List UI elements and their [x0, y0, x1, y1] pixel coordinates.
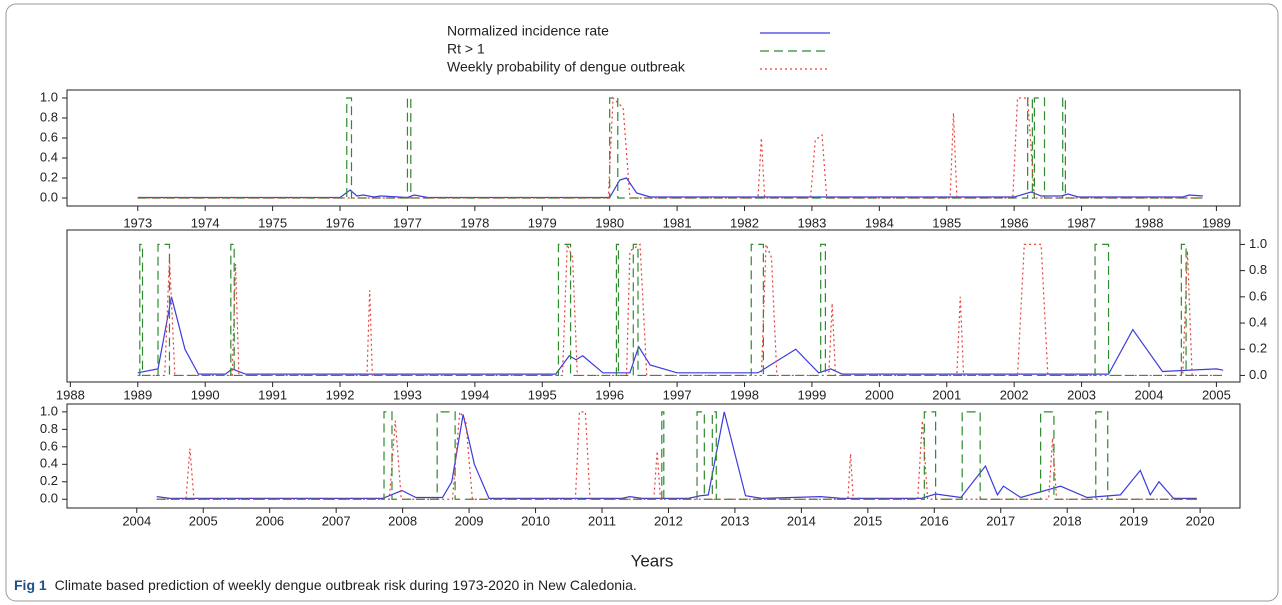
x-tick-label: 2011: [588, 513, 616, 528]
y-tick-label: 1.0: [1249, 236, 1267, 251]
y-tick-label: 0.2: [1249, 341, 1267, 356]
x-tick-label: 1989: [1202, 215, 1231, 230]
x-tick-label: 1981: [663, 215, 692, 230]
x-tick-label: 2010: [521, 513, 550, 528]
y-tick-label: 0.8: [40, 421, 58, 436]
y-tick-label: 0.8: [40, 109, 58, 124]
x-tick-label: 2005: [1202, 387, 1231, 402]
y-tick-label: 0.0: [40, 189, 58, 204]
x-tick-label: 1973: [123, 215, 152, 230]
y-tick-label: 0.4: [1249, 314, 1267, 329]
x-tick-label: 1988: [1135, 215, 1164, 230]
y-tick-label: 0.4: [40, 149, 58, 164]
y-tick-label: 1.0: [40, 89, 58, 104]
x-tick-label: 1989: [123, 387, 152, 402]
x-tick-label: 1979: [528, 215, 557, 230]
x-tick-label: 2004: [122, 513, 151, 528]
x-tick-label: 1975: [258, 215, 287, 230]
y-tick-label: 0.2: [40, 473, 58, 488]
y-tick-label: 0.2: [40, 169, 58, 184]
y-tick-label: 0.0: [40, 491, 58, 506]
x-tick-label: 2002: [1000, 387, 1029, 402]
x-tick-label: 1992: [326, 387, 355, 402]
y-tick-label: 0.6: [40, 129, 58, 144]
x-tick-label: 2007: [322, 513, 351, 528]
x-tick-label: 1999: [797, 387, 826, 402]
x-tick-label: 2005: [189, 513, 218, 528]
x-tick-label: 1985: [932, 215, 961, 230]
legend-label: Rt > 1: [447, 41, 485, 57]
x-tick-label: 1983: [797, 215, 826, 230]
plot-frame: [66, 229, 1241, 383]
x-tick-label: 2017: [986, 513, 1015, 528]
x-tick-label: 2013: [720, 513, 749, 528]
x-tick-label: 1978: [460, 215, 489, 230]
x-tick-label: 1977: [393, 215, 422, 230]
legend-label: Normalized incidence rate: [447, 23, 609, 39]
x-tick-label: 1996: [595, 387, 624, 402]
series-line: [156, 410, 1197, 500]
x-tick-label: 2009: [455, 513, 484, 528]
x-tick-label: 2000: [865, 387, 894, 402]
legend-label: Weekly probability of dengue outbreak: [447, 59, 686, 75]
x-tick-label: 1994: [460, 387, 489, 402]
plot-frame: [66, 89, 1241, 207]
x-tick-label: 2020: [1186, 513, 1215, 528]
x-tick-label: 1974: [191, 215, 220, 230]
series-line: [156, 411, 1197, 500]
x-tick-label: 1982: [730, 215, 759, 230]
series-line: [137, 243, 1224, 377]
x-tick-label: 2006: [255, 513, 284, 528]
x-tick-label: 1995: [528, 387, 557, 402]
series-line: [137, 97, 1203, 199]
x-tick-label: 2016: [920, 513, 949, 528]
caption-label: Fig 1: [14, 577, 47, 593]
x-tick-label: 1998: [730, 387, 759, 402]
series-line: [137, 296, 1224, 375]
x-tick-label: 1990: [191, 387, 220, 402]
caption-text: Climate based prediction of weekly dengu…: [55, 577, 637, 593]
x-axis-label: Years: [631, 551, 674, 570]
x-tick-label: 1986: [1000, 215, 1029, 230]
x-tick-label: 2008: [388, 513, 417, 528]
y-tick-label: 0.0: [1249, 367, 1267, 382]
x-tick-label: 1984: [865, 215, 894, 230]
series-line: [156, 411, 1197, 499]
series-line: [137, 96, 1203, 199]
caption: Fig 1 Climate based prediction of weekly …: [14, 577, 637, 593]
x-tick-label: 2015: [853, 513, 882, 528]
x-tick-label: 2001: [932, 387, 961, 402]
y-tick-label: 1.0: [40, 403, 58, 418]
y-tick-label: 0.6: [40, 438, 58, 453]
x-tick-label: 2019: [1119, 513, 1148, 528]
x-tick-label: 2012: [654, 513, 683, 528]
x-tick-label: 1997: [663, 387, 692, 402]
x-tick-label: 1987: [1067, 215, 1096, 230]
x-tick-label: 2018: [1053, 513, 1082, 528]
y-tick-label: 0.6: [1249, 288, 1267, 303]
x-tick-label: 2014: [787, 513, 816, 528]
y-tick-label: 0.8: [1249, 262, 1267, 277]
plot-frame: [66, 403, 1241, 509]
x-tick-label: 1980: [595, 215, 624, 230]
x-tick-label: 2004: [1135, 387, 1164, 402]
series-line: [137, 243, 1224, 377]
frame: [5, 3, 1279, 602]
x-tick-label: 1988: [56, 387, 85, 402]
series-line: [137, 177, 1203, 199]
x-tick-label: 1993: [393, 387, 422, 402]
x-tick-label: 2003: [1067, 387, 1096, 402]
y-tick-label: 0.4: [40, 456, 58, 471]
x-tick-label: 1991: [258, 387, 287, 402]
x-tick-label: 1976: [326, 215, 355, 230]
